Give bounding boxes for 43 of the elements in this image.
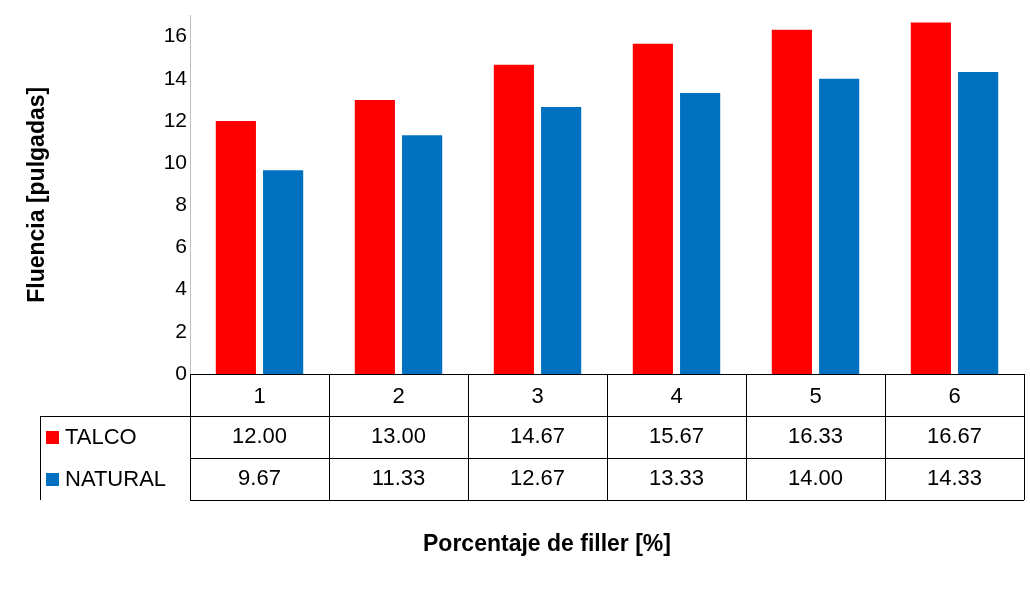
y-tick-label: 14	[163, 65, 188, 89]
data-label: 12.00	[231, 423, 288, 449]
data-label: 14.33	[926, 465, 983, 491]
bar	[493, 64, 534, 374]
data-label: 9.67	[238, 465, 281, 491]
text: Porcentaje de filler [%]	[423, 530, 671, 557]
data-label: 15.67	[648, 423, 705, 449]
y-tick-label: 8	[175, 192, 187, 216]
y-tick-label: 2	[175, 318, 187, 342]
bar	[819, 78, 860, 374]
x-tick-label: 2	[392, 383, 405, 409]
data-label: 14.00	[787, 465, 844, 491]
y-axis-title: Fluencia [pulgadas]	[23, 86, 50, 303]
bar	[771, 29, 812, 374]
legend-label: NATURAL	[64, 465, 167, 493]
y-tick-label: 10	[163, 149, 187, 173]
bar	[958, 71, 999, 374]
bar	[910, 22, 951, 374]
bar	[215, 121, 256, 374]
legend-label: TALCO	[64, 423, 137, 451]
y-tick-label: 12	[163, 107, 187, 131]
data-label: 11.33	[371, 465, 426, 491]
data-label: 13.33	[648, 465, 705, 491]
bar	[263, 170, 304, 374]
data-label: 16.67	[926, 423, 983, 449]
bar	[354, 99, 395, 374]
y-tick-label: 16	[163, 23, 187, 47]
y-tick-label: 4	[175, 276, 188, 300]
y-tick-label: 0	[175, 360, 187, 384]
data-label: 14.67	[509, 423, 566, 449]
bar	[402, 135, 443, 374]
bar	[680, 92, 721, 374]
x-tick-label: 6	[948, 383, 961, 409]
x-tick-label: 1	[253, 383, 266, 409]
data-label: 12.67	[509, 465, 566, 491]
data-label: 13.00	[370, 423, 427, 449]
x-tick-label: 4	[670, 383, 683, 409]
x-tick-label: 5	[809, 383, 822, 409]
data-label: 16.33	[787, 423, 844, 449]
y-tick-label: 6	[175, 234, 187, 258]
bar	[541, 106, 582, 374]
x-tick-label: 3	[531, 383, 544, 409]
bar	[632, 43, 673, 374]
